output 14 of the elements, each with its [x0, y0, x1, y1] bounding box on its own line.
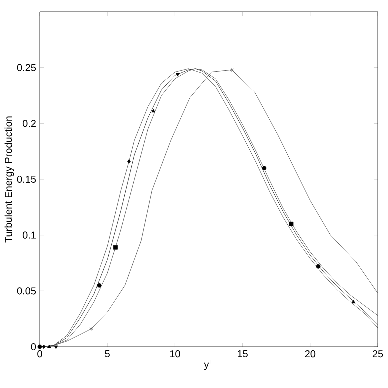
- x-tick-label: 10: [170, 350, 180, 358]
- y-tick-label: 0.05: [17, 288, 36, 295]
- x-tick-label: 15: [238, 350, 248, 358]
- y-axis-title: Turbulent Energy Production: [4, 116, 14, 243]
- y-tick-label: 0.2: [22, 120, 36, 128]
- x-tick-label: 0: [38, 350, 42, 358]
- x-tick-label: 5: [105, 350, 110, 358]
- x-axis-title: y$^{+}$: [204, 360, 213, 370]
- y-tick-label: 0.1: [22, 232, 36, 239]
- y-tick-label: 0.15: [17, 176, 36, 184]
- y-tick-label: 0: [31, 343, 36, 351]
- x-tick-label: 25: [372, 350, 384, 358]
- x-tick-label: 20: [305, 350, 316, 358]
- y-tick-label: 0.25: [17, 64, 36, 72]
